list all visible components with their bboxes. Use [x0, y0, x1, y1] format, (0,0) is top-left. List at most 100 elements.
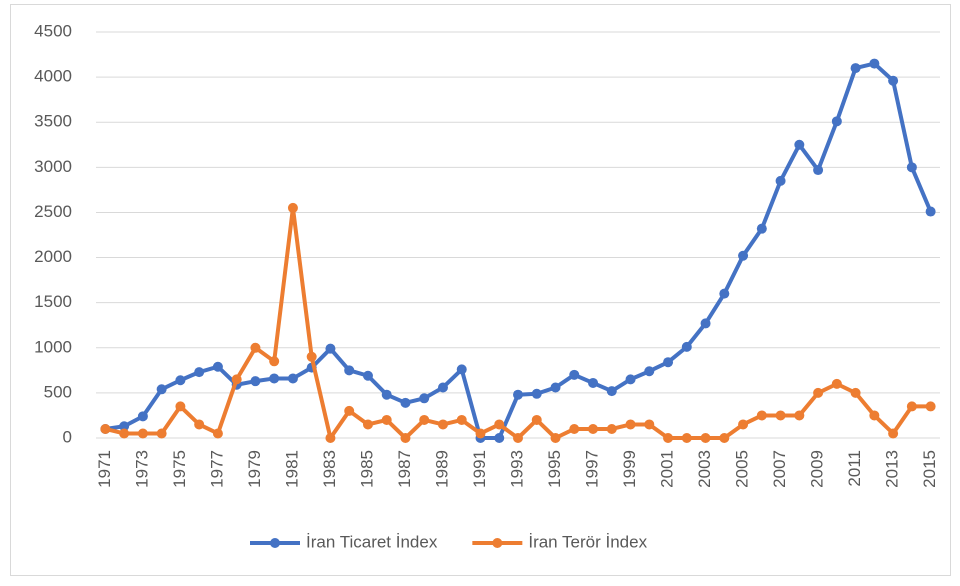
x-tick-label: 1997	[583, 450, 602, 488]
x-tick-label: 2015	[920, 450, 939, 488]
point	[156, 428, 167, 439]
x-tick-label: 1983	[320, 450, 339, 488]
x-tick-label: 2009	[808, 450, 827, 488]
point	[231, 374, 242, 385]
point	[625, 419, 636, 430]
y-tick-label: 1500	[34, 292, 72, 311]
point	[194, 367, 205, 378]
point	[287, 373, 298, 384]
x-tick-label: 1987	[395, 450, 414, 488]
x-tick-label: 1991	[470, 450, 489, 488]
point	[850, 63, 861, 74]
point	[475, 428, 486, 439]
point	[513, 389, 523, 400]
x-tick-label: 2001	[658, 450, 677, 488]
point	[813, 387, 824, 398]
point	[925, 206, 936, 217]
point	[663, 357, 674, 368]
point	[550, 433, 561, 443]
y-tick-label: 0	[63, 427, 72, 446]
point	[850, 387, 861, 398]
point	[362, 419, 373, 430]
point	[775, 410, 786, 421]
point	[269, 356, 280, 367]
point	[794, 139, 805, 150]
point	[531, 388, 542, 399]
point	[194, 419, 205, 430]
point	[344, 405, 355, 416]
point	[419, 393, 430, 404]
y-tick-label: 4500	[34, 21, 72, 40]
point	[344, 365, 355, 376]
point	[119, 421, 130, 432]
point	[588, 377, 599, 388]
point	[813, 165, 824, 176]
point	[681, 341, 692, 352]
point	[681, 433, 692, 443]
point	[606, 386, 617, 397]
point	[569, 423, 580, 434]
x-tick-label: 2007	[770, 450, 789, 488]
point	[419, 414, 430, 425]
point	[269, 373, 280, 384]
point	[175, 375, 186, 386]
point	[212, 361, 223, 372]
y-tick-label: 2000	[34, 247, 72, 266]
y-tick-label: 3500	[34, 112, 72, 131]
x-tick-label: 2013	[883, 450, 902, 488]
point	[381, 414, 392, 425]
point	[569, 369, 580, 380]
point	[400, 433, 411, 443]
point	[906, 162, 917, 173]
x-tick-label: 1999	[620, 450, 639, 488]
y-tick-label: 2500	[34, 202, 72, 221]
x-tick-label: 2003	[695, 450, 714, 488]
point	[156, 384, 167, 395]
point	[888, 75, 899, 86]
point	[550, 382, 561, 393]
x-tick-label: 1979	[245, 450, 264, 488]
x-tick-label: 1977	[207, 450, 226, 488]
point	[700, 433, 711, 443]
point	[494, 419, 505, 430]
point	[325, 433, 336, 443]
point	[719, 433, 730, 443]
y-tick-label: 3000	[34, 157, 72, 176]
x-tick-label: 1981	[282, 450, 301, 488]
point	[906, 401, 917, 412]
point	[212, 428, 223, 439]
point	[663, 433, 674, 443]
point	[250, 376, 261, 387]
point	[100, 423, 111, 434]
point	[137, 411, 148, 422]
point	[456, 414, 467, 425]
point	[456, 364, 467, 375]
legend-marker	[492, 538, 503, 548]
point	[362, 370, 373, 381]
point	[719, 288, 730, 299]
point	[531, 414, 542, 425]
point	[494, 433, 505, 443]
point	[606, 423, 617, 434]
point	[625, 374, 636, 385]
point	[325, 343, 336, 354]
point	[588, 423, 599, 434]
point	[869, 58, 880, 69]
point	[700, 318, 711, 329]
x-tick-label: 1975	[170, 450, 189, 488]
point	[381, 389, 392, 400]
point	[794, 410, 805, 421]
point	[831, 378, 842, 389]
point	[644, 419, 655, 430]
legend-marker	[270, 538, 280, 548]
point	[888, 428, 899, 439]
point	[119, 428, 130, 439]
point	[287, 202, 298, 213]
legend-label: İran Ticaret İndex	[306, 532, 438, 551]
y-tick-label: 4000	[34, 67, 72, 86]
point	[831, 116, 842, 127]
point	[756, 410, 767, 421]
x-tick-label: 1989	[432, 450, 451, 488]
point	[756, 223, 767, 234]
